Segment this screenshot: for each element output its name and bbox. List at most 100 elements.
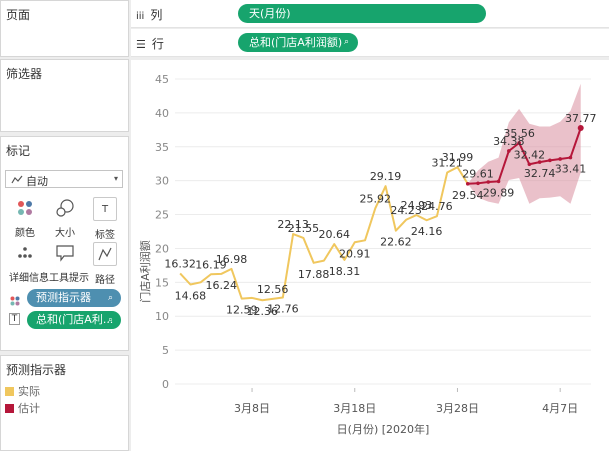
legend-card: 预测指示器 实际 估计 [0,355,129,451]
marks-type-dropdown[interactable]: 自动 ▾ [5,170,123,188]
legend-title: 预测指示器 [6,363,67,377]
y-tick-label: 0 [162,378,169,391]
marks-title: 标记 [6,144,31,158]
y-tick-label: 25 [155,209,169,222]
estimate-point [548,158,552,163]
actual-data-label: 12.59 [226,304,258,317]
tooltip-button-label: 工具提示 [49,273,89,284]
pages-title: 页面 [6,8,31,22]
color-icon [14,197,36,219]
estimate-data-label: 37.77 [565,112,597,125]
filters-card[interactable]: 筛选器 [0,59,129,132]
filters-title: 筛选器 [6,67,43,81]
estimate-data-label: 29.89 [483,186,515,199]
actual-data-label: 18.31 [329,265,361,278]
color-button[interactable]: 颜色 [9,197,41,241]
y-tick-label: 30 [155,175,169,188]
y-tick-label: 35 [155,141,169,154]
size-button-label: 大小 [55,228,75,239]
actual-data-label: 12.56 [257,283,289,296]
actual-data-label: 24.93 [401,199,433,212]
label-button-label: 标签 [95,230,115,241]
forecast-indicator-pill[interactable]: 预测指示器 ⌕ [27,289,121,307]
marks-type-value: 自动 [26,175,48,188]
estimate-point [507,149,511,153]
forecast-indicator-pill-label: 预测指示器 [36,291,91,304]
estimate-data-label: 35.56 [503,127,535,140]
estimate-point [568,155,573,160]
y-tick-label: 40 [155,107,169,120]
actual-data-label: 14.68 [175,290,207,303]
estimate-data-label: 34.38 [493,135,525,148]
actual-data-label: 20.91 [339,247,371,260]
estimate-data-label: 32.74 [524,167,556,180]
label-mark-icon: T [9,313,20,325]
estimate-data-label: 33.41 [555,163,587,176]
actual-data-label: 31.99 [442,151,474,164]
actual-data-label: 24.76 [421,200,453,213]
actual-data-label: 16.24 [205,279,237,292]
size-icon [54,197,76,219]
actual-data-label: 25.92 [360,192,392,205]
estimate-endpoint [577,125,584,132]
color-button-label: 颜色 [15,228,35,239]
rows-pill[interactable]: 总和(门店A利润额) ⌕ [238,33,358,52]
forecast-icon: ⌕ [107,293,113,303]
label-icon: T [93,197,117,221]
actual-data-label: 12.76 [267,303,299,316]
actual-data-label: 20.64 [318,228,350,241]
columns-pill[interactable]: 天(月份) [238,4,486,23]
actual-data-label: 21.55 [288,222,320,235]
pages-card[interactable]: 页面 [0,0,129,57]
x-tick-label: 3月18日 [333,402,376,415]
detail-button[interactable]: 详细信息 [9,242,49,286]
y-tick-label: 5 [162,344,169,357]
actual-data-label: 22.62 [380,236,412,249]
label-button[interactable]: T 标签 [89,197,121,241]
detail-button-label: 详细信息 [9,273,49,284]
legend-item-estimate[interactable]: 估计 [5,400,40,416]
forecast-line-chart: 0 5 10 15 20 25 30 35 40 45 3月8日 3月18日 3月28日 4月7日日(月份… [138,73,597,436]
y-tick-label: 45 [155,73,169,86]
color-mark-icon [10,291,20,306]
columns-pill-label: 天(月份) [249,7,291,20]
actual-data-label: 24.23 [390,204,422,217]
estimate-point [465,181,470,186]
columns-shelf[interactable]: iii 列 天(月份) [131,0,609,28]
legend-swatch-actual [5,387,14,396]
actual-data-label: 16.32 [164,257,196,270]
estimate-point [558,157,562,161]
forecast-icon: ⌕ [343,37,349,47]
legend-item-actual[interactable]: 实际 [5,383,40,399]
actual-data-label: 22.13 [277,218,309,231]
forecast-confidence-band [467,83,581,204]
estimate-point [496,179,501,184]
estimate-point [517,141,521,145]
tooltip-button[interactable]: 工具提示 [49,242,89,286]
actual-data-label: 12.36 [247,305,279,318]
x-tick-label: 3月8日 [234,402,270,415]
chevron-down-icon: ▾ [113,174,118,183]
actual-series-line [179,166,469,302]
columns-shelf-label: iii 列 [136,6,162,23]
legend-label-estimate: 估计 [18,402,40,415]
view-area: 0 5 10 15 20 25 30 35 40 45 3月8日 3月18日 3月28日 4月7日 日(月份… [131,60,609,451]
profit-sum-pill[interactable]: 总和(门店A利... ⌕ [27,311,121,329]
size-button[interactable]: 大小 [49,197,81,241]
rows-label-text: 行 [151,37,164,51]
actual-data-label: 31.21 [431,156,463,169]
path-button-label: 路径 [95,275,115,286]
legend-label-actual: 实际 [18,385,40,398]
path-icon [93,242,117,266]
y-tick-label: 10 [155,310,169,323]
estimate-data-label: 32.42 [514,148,546,161]
y-tick-label: 15 [155,276,169,289]
path-button[interactable]: 路径 [89,242,121,286]
actual-data-label: 29.54 [452,189,484,202]
x-tick-label: 3月28日 [436,402,479,415]
actual-data-label: 29.19 [370,170,402,183]
x-axis-title: 日(月份) [2020年] [337,422,430,436]
rows-shelf[interactable]: ☰ 行 总和(门店A利润额) ⌕ [131,29,609,57]
x-tick-label: 4月7日 [542,402,578,415]
rows-shelf-label: ☰ 行 [136,35,164,52]
